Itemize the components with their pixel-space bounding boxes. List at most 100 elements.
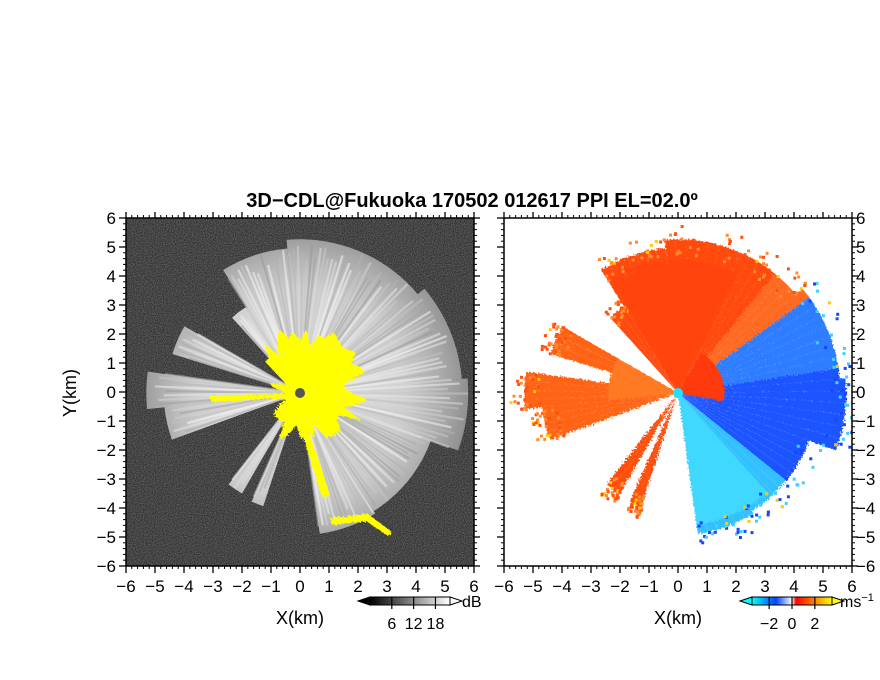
velocity-pixel bbox=[759, 255, 763, 259]
velocity-pixel bbox=[613, 499, 617, 503]
velocity-pixel bbox=[640, 256, 644, 260]
velocity-pixel bbox=[753, 270, 757, 274]
y-tick-label: −5 bbox=[97, 528, 116, 547]
velocity-pixel bbox=[842, 352, 846, 356]
velocity-pixel bbox=[843, 366, 847, 370]
velocity-pixel bbox=[634, 502, 638, 506]
velocity-pixel bbox=[755, 513, 759, 517]
velocity-pixel bbox=[538, 401, 542, 405]
velocity-pixel bbox=[562, 340, 566, 344]
velocity-pixel bbox=[714, 250, 718, 254]
velocity-pixel bbox=[618, 490, 622, 494]
velocity-pixel bbox=[602, 257, 606, 260]
velocity-pixel bbox=[799, 451, 803, 455]
velocity-pixel bbox=[536, 418, 540, 422]
y-tick-label: 0 bbox=[856, 383, 865, 402]
velocity-pixel bbox=[811, 465, 815, 469]
velocity-pixel bbox=[545, 433, 549, 437]
velocity-pixel bbox=[649, 243, 653, 247]
y-tick-label: 1 bbox=[107, 354, 116, 373]
velocity-pixel bbox=[536, 385, 540, 389]
velocity-pixel bbox=[662, 238, 666, 242]
velocity-image bbox=[504, 218, 852, 566]
velocity-pixel bbox=[778, 498, 782, 502]
velocity-pixel bbox=[830, 333, 833, 337]
velocity-pixel bbox=[614, 497, 618, 501]
velocity-pixel bbox=[564, 336, 567, 340]
velocity-pixel bbox=[755, 259, 759, 263]
velocity-pixel bbox=[606, 312, 610, 316]
colorbar-over-arrow bbox=[831, 596, 846, 606]
velocity-pixel bbox=[524, 389, 527, 393]
velocity-pixel bbox=[762, 275, 765, 279]
velocity-pixel bbox=[639, 502, 643, 506]
velocity-pixel bbox=[740, 505, 744, 509]
velocity-pixel bbox=[801, 481, 805, 485]
velocity-pixel bbox=[716, 254, 719, 258]
velocity-pixel bbox=[534, 373, 538, 377]
velocity-pixel bbox=[694, 254, 698, 258]
velocity-pixel bbox=[801, 302, 805, 306]
velocity-pixel bbox=[747, 249, 751, 253]
velocity-pixel bbox=[646, 249, 650, 253]
velocity-pixel bbox=[555, 437, 559, 441]
velocity-pixel bbox=[725, 522, 729, 525]
velocity-pixel bbox=[557, 337, 561, 341]
velocity-pixel bbox=[739, 256, 743, 260]
x-axis-label: X(km) bbox=[276, 608, 324, 628]
velocity-pixel bbox=[616, 313, 620, 317]
x-tick-label: −2 bbox=[610, 577, 629, 596]
y-tick-label: −4 bbox=[856, 499, 875, 518]
velocity-pixel bbox=[607, 258, 611, 262]
velocity-pixel bbox=[554, 343, 558, 347]
velocity-pixel bbox=[544, 425, 548, 429]
velocity-pixel bbox=[620, 306, 623, 310]
velocity-pixel bbox=[743, 529, 747, 533]
velocity-pixel bbox=[775, 498, 779, 502]
velocity-pixel bbox=[681, 250, 685, 254]
velocity-sector bbox=[542, 393, 678, 416]
velocity-echo-sectors bbox=[524, 239, 847, 534]
velocity-colorbar: −2 0 2 ms−1 bbox=[738, 592, 874, 633]
velocity-pixel bbox=[819, 449, 823, 452]
velocity-sector bbox=[678, 393, 768, 526]
velocity-pixel bbox=[635, 515, 639, 519]
velocity-pixel bbox=[699, 539, 703, 543]
velocity-pixel bbox=[556, 411, 560, 415]
y-tick-label: 5 bbox=[107, 238, 116, 257]
velocity-pixel bbox=[779, 294, 783, 298]
velocity-pixel bbox=[641, 497, 645, 501]
velocity-pixel bbox=[610, 486, 614, 490]
velocity-pixel bbox=[847, 383, 851, 387]
velocity-pixel bbox=[735, 252, 739, 256]
velocity-pixel bbox=[558, 354, 562, 358]
velocity-pixel bbox=[569, 333, 573, 337]
velocity-pixel bbox=[763, 273, 767, 277]
saturated-streak bbox=[330, 514, 392, 536]
velocity-pixel bbox=[611, 272, 615, 276]
colorbar-tick-label: 12 bbox=[405, 616, 423, 633]
y-tick-label: 4 bbox=[107, 267, 116, 286]
velocity-pixel bbox=[703, 535, 707, 538]
radar-site-marker bbox=[673, 388, 683, 398]
velocity-pixel bbox=[617, 324, 621, 328]
velocity-pixel bbox=[774, 491, 777, 495]
y-tick-label: 6 bbox=[107, 209, 116, 228]
velocity-pixel bbox=[775, 289, 779, 293]
velocity-pixel bbox=[516, 379, 520, 383]
velocity-pixel bbox=[550, 436, 554, 440]
velocity-pixel bbox=[758, 515, 762, 519]
velocity-pixel bbox=[547, 434, 551, 438]
velocity-pixel bbox=[543, 409, 547, 413]
velocity-pixel bbox=[537, 378, 541, 381]
velocity-sector bbox=[629, 393, 678, 505]
velocity-pixel bbox=[838, 395, 842, 399]
velocity-pixel bbox=[841, 437, 845, 441]
velocity-pixel bbox=[739, 259, 743, 263]
velocity-pixel bbox=[606, 497, 610, 501]
x-tick-label: 1 bbox=[324, 577, 333, 596]
velocity-pixel bbox=[739, 536, 742, 539]
y-tick-label: −2 bbox=[856, 441, 875, 460]
velocity-pixel bbox=[836, 312, 840, 316]
